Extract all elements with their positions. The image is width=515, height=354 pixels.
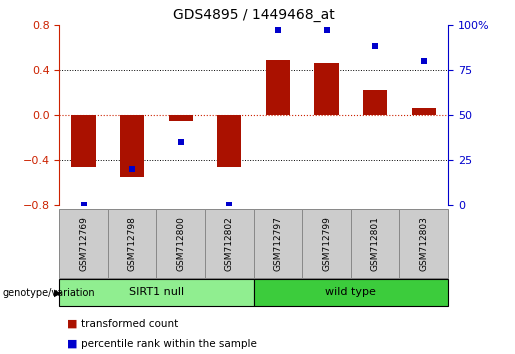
FancyBboxPatch shape bbox=[205, 209, 253, 278]
Bar bbox=[266, 60, 290, 115]
Title: GDS4895 / 1449468_at: GDS4895 / 1449468_at bbox=[173, 8, 335, 22]
Point bbox=[225, 202, 233, 208]
Text: GSM712797: GSM712797 bbox=[273, 216, 282, 271]
Point bbox=[274, 27, 282, 33]
Bar bbox=[411, 108, 436, 115]
Text: percentile rank within the sample: percentile rank within the sample bbox=[81, 339, 258, 349]
FancyBboxPatch shape bbox=[108, 209, 157, 278]
Text: GSM712802: GSM712802 bbox=[225, 216, 234, 271]
FancyBboxPatch shape bbox=[253, 209, 302, 278]
Text: ■: ■ bbox=[67, 319, 77, 329]
Text: GSM712800: GSM712800 bbox=[176, 216, 185, 271]
Bar bbox=[168, 115, 193, 121]
FancyBboxPatch shape bbox=[351, 209, 400, 278]
FancyBboxPatch shape bbox=[157, 209, 205, 278]
Text: wild type: wild type bbox=[325, 287, 376, 297]
Text: GSM712801: GSM712801 bbox=[371, 216, 380, 271]
Text: GSM712799: GSM712799 bbox=[322, 216, 331, 271]
Point bbox=[371, 44, 379, 49]
Text: SIRT1 null: SIRT1 null bbox=[129, 287, 184, 297]
Point bbox=[128, 166, 136, 172]
Point bbox=[177, 139, 185, 145]
Bar bbox=[217, 115, 242, 167]
FancyBboxPatch shape bbox=[59, 209, 108, 278]
Text: GSM712769: GSM712769 bbox=[79, 216, 88, 271]
FancyBboxPatch shape bbox=[253, 279, 448, 307]
Text: GSM712803: GSM712803 bbox=[419, 216, 428, 271]
Text: ▶: ▶ bbox=[54, 288, 61, 298]
Point bbox=[420, 58, 428, 64]
Bar bbox=[120, 115, 144, 177]
FancyBboxPatch shape bbox=[400, 209, 448, 278]
Text: GSM712798: GSM712798 bbox=[128, 216, 136, 271]
Text: ■: ■ bbox=[67, 339, 77, 349]
FancyBboxPatch shape bbox=[59, 279, 253, 307]
Bar bbox=[314, 63, 339, 115]
Point bbox=[322, 27, 331, 33]
FancyBboxPatch shape bbox=[302, 209, 351, 278]
Bar bbox=[72, 115, 96, 167]
Text: genotype/variation: genotype/variation bbox=[3, 288, 95, 298]
Text: transformed count: transformed count bbox=[81, 319, 179, 329]
Bar bbox=[363, 90, 387, 115]
Point bbox=[79, 202, 88, 208]
